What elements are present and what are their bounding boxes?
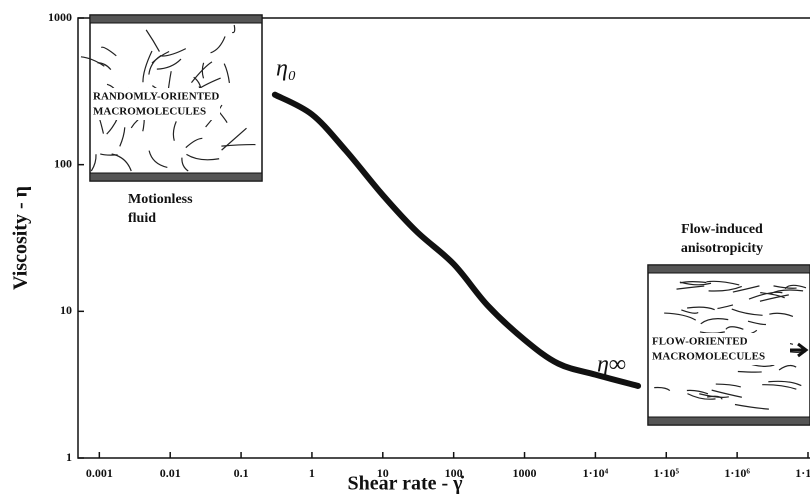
molecule xyxy=(725,326,744,330)
annotation: fluid xyxy=(128,211,156,226)
molecule xyxy=(778,364,797,371)
x-tick-label: 1·10⁷ xyxy=(795,466,810,480)
molecule xyxy=(687,393,716,400)
molecule xyxy=(156,58,182,70)
y-tick-label: 10 xyxy=(60,303,72,317)
molecule xyxy=(181,157,189,172)
molecule xyxy=(700,318,729,325)
x-tick-label: 1·10⁵ xyxy=(653,466,679,480)
label-bg xyxy=(650,333,790,365)
molecule xyxy=(747,320,766,326)
molecule xyxy=(731,308,763,316)
molecule xyxy=(172,121,177,141)
molecule xyxy=(769,312,794,317)
x-tick-label: 10 xyxy=(377,466,389,480)
molecule xyxy=(201,62,205,79)
annotation: RANDOMLY-ORIENTED xyxy=(93,91,219,103)
x-tick-label: 0.01 xyxy=(160,466,181,480)
x-tick-label: 1·10⁶ xyxy=(724,466,750,480)
molecule xyxy=(90,154,97,172)
plate xyxy=(89,172,263,182)
annotation: FLOW-ORIENTED xyxy=(652,336,748,348)
annotation: Flow-induced xyxy=(681,222,763,237)
molecule xyxy=(100,153,118,156)
molecule xyxy=(664,312,697,321)
molecule xyxy=(148,150,168,168)
annotation: η∞ xyxy=(597,352,626,378)
molecule xyxy=(185,137,203,149)
molecule xyxy=(231,24,236,34)
molecule xyxy=(679,281,712,286)
molecule xyxy=(768,380,802,387)
molecule xyxy=(210,36,226,54)
molecule xyxy=(762,384,797,390)
x-axis-label: Shear rate - γ̇ xyxy=(347,473,464,495)
annotation: MACROMOLECULES xyxy=(652,351,765,363)
annotation: η₀ xyxy=(276,56,296,82)
molecule xyxy=(676,285,705,290)
molecule xyxy=(706,280,740,286)
flow-arrow xyxy=(790,342,809,358)
molecule xyxy=(159,48,187,57)
plate xyxy=(89,14,263,24)
molecule xyxy=(186,153,220,161)
viscosity-curve xyxy=(271,91,642,389)
x-tick-label: 100 xyxy=(445,466,463,480)
molecule xyxy=(145,29,160,52)
molecule xyxy=(100,46,117,57)
x-tick-label: 1 xyxy=(309,466,315,480)
molecule xyxy=(732,285,760,293)
molecule xyxy=(687,306,715,311)
molecule xyxy=(737,370,762,373)
molecule xyxy=(151,50,170,64)
x-tick-label: 1000 xyxy=(513,466,537,480)
molecule xyxy=(654,386,671,392)
molecule xyxy=(759,294,789,302)
plate xyxy=(647,264,810,274)
molecule xyxy=(223,63,231,84)
molecule xyxy=(142,50,153,83)
molecule xyxy=(221,143,256,147)
molecule xyxy=(707,395,723,400)
molecule xyxy=(119,127,126,147)
molecule xyxy=(221,127,247,151)
molecule xyxy=(715,383,741,388)
molecule xyxy=(708,285,742,292)
molecule xyxy=(748,291,783,300)
y-tick-label: 1000 xyxy=(48,10,72,24)
plate xyxy=(647,416,810,426)
x-tick-label: 1·10⁴ xyxy=(583,466,609,480)
molecule xyxy=(711,389,742,398)
molecule xyxy=(97,62,112,71)
molecule xyxy=(681,309,699,314)
y-tick-label: 1 xyxy=(66,450,72,464)
x-tick-label: 0.001 xyxy=(86,466,113,480)
annotation: anisotropicity xyxy=(681,241,763,256)
label-bg xyxy=(92,88,220,120)
molecule xyxy=(760,292,785,299)
annotation: Motionless xyxy=(128,192,193,207)
molecule xyxy=(717,304,734,310)
y-tick-label: 100 xyxy=(54,156,72,170)
molecule xyxy=(773,285,797,289)
molecule xyxy=(686,389,709,395)
molecule xyxy=(734,403,769,410)
molecule xyxy=(80,56,105,67)
y-axis-label: Viscosity - η xyxy=(10,186,32,290)
plot-frame xyxy=(77,17,810,459)
annotation: MACROMOLECULES xyxy=(93,106,206,118)
molecule xyxy=(699,393,729,398)
x-tick-label: 0.1 xyxy=(234,466,249,480)
